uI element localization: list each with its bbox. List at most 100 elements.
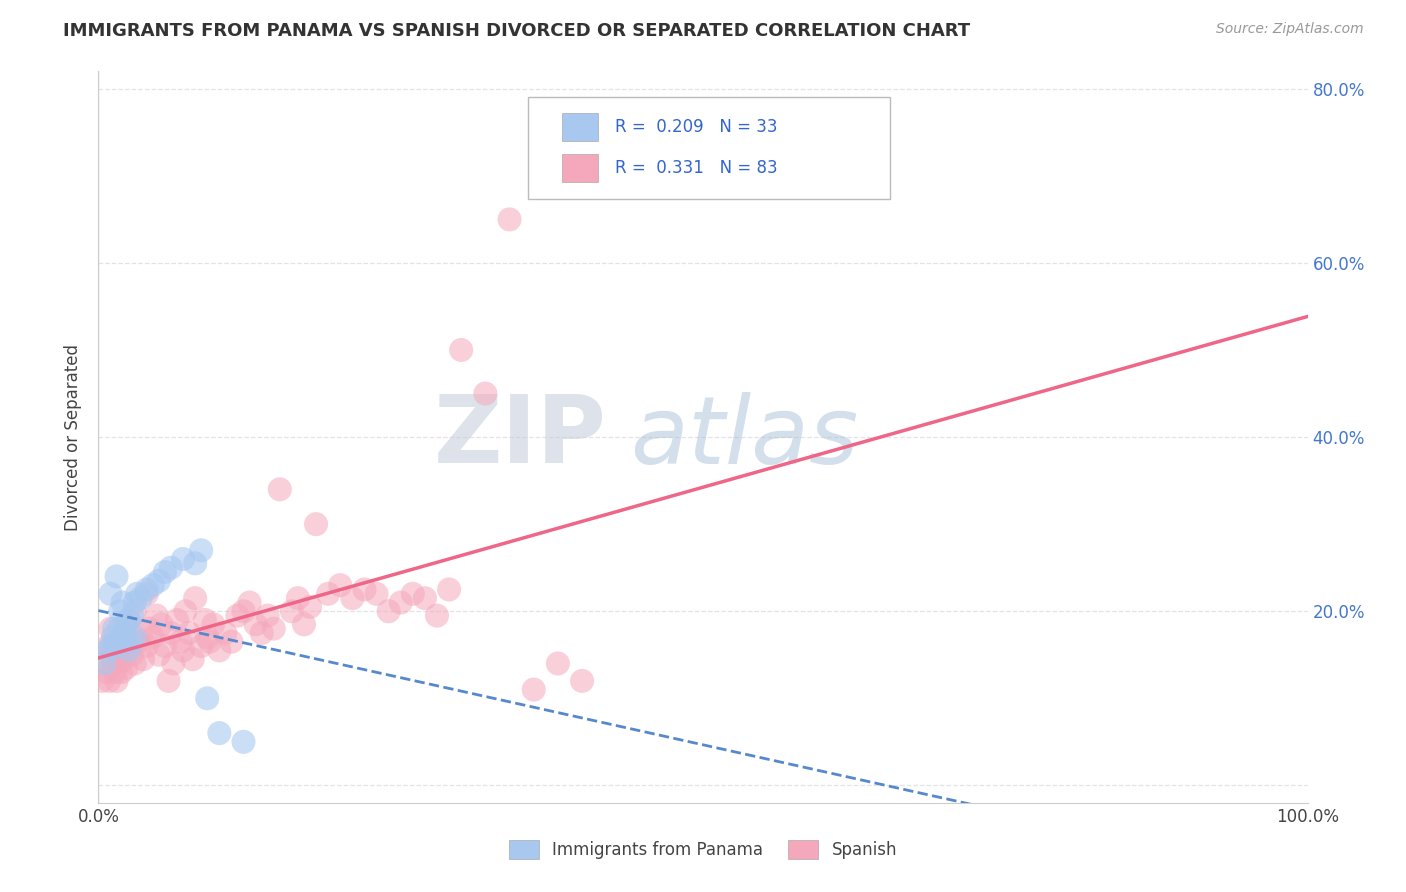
- Point: [232, 604, 254, 618]
- Point: [124, 631, 146, 645]
- Point: [281, 604, 304, 618]
- Point: [342, 591, 364, 606]
- Point: [104, 665, 127, 680]
- Point: [166, 613, 188, 627]
- Point: [250, 626, 273, 640]
- Point: [181, 652, 204, 666]
- Point: [299, 599, 322, 614]
- Point: [121, 648, 143, 662]
- Point: [111, 595, 134, 609]
- Point: [208, 643, 231, 657]
- Point: [120, 634, 142, 648]
- Point: [124, 657, 146, 671]
- Point: [100, 587, 122, 601]
- Point: [377, 604, 399, 618]
- Point: [195, 631, 218, 645]
- Point: [93, 657, 115, 671]
- Bar: [561, 113, 598, 141]
- Bar: [561, 153, 598, 181]
- Point: [111, 652, 134, 666]
- Point: [105, 639, 128, 653]
- Point: [142, 578, 165, 592]
- Point: [195, 691, 218, 706]
- Point: [107, 648, 129, 662]
- Point: [353, 582, 375, 597]
- Point: [157, 673, 180, 688]
- Text: Source: ZipAtlas.com: Source: ZipAtlas.com: [1216, 22, 1364, 37]
- Point: [124, 604, 146, 618]
- Point: [145, 608, 167, 623]
- Point: [135, 639, 157, 653]
- Point: [172, 552, 194, 566]
- Point: [269, 483, 291, 497]
- Point: [100, 648, 122, 662]
- Point: [474, 386, 496, 401]
- Point: [389, 595, 412, 609]
- Point: [190, 639, 212, 653]
- Point: [129, 626, 152, 640]
- Point: [184, 557, 207, 571]
- Point: [103, 622, 125, 636]
- Point: [498, 212, 520, 227]
- Point: [179, 626, 201, 640]
- Point: [110, 665, 132, 680]
- Point: [214, 626, 236, 640]
- Point: [450, 343, 472, 357]
- Point: [437, 582, 460, 597]
- Point: [97, 643, 120, 657]
- Point: [108, 657, 131, 671]
- Point: [101, 631, 124, 645]
- Point: [100, 622, 122, 636]
- Point: [523, 682, 546, 697]
- Point: [571, 673, 593, 688]
- Point: [329, 578, 352, 592]
- Point: [198, 634, 221, 648]
- Point: [263, 622, 285, 636]
- Point: [148, 574, 170, 588]
- Point: [100, 639, 122, 653]
- Point: [221, 634, 243, 648]
- Point: [547, 657, 569, 671]
- Point: [121, 608, 143, 623]
- Point: [232, 735, 254, 749]
- Point: [111, 631, 134, 645]
- Point: [153, 565, 176, 579]
- Point: [138, 622, 160, 636]
- Point: [239, 595, 262, 609]
- Text: atlas: atlas: [630, 392, 859, 483]
- Text: R =  0.331   N = 83: R = 0.331 N = 83: [614, 159, 778, 177]
- Point: [292, 617, 315, 632]
- Point: [150, 617, 173, 632]
- Point: [426, 608, 449, 623]
- Point: [366, 587, 388, 601]
- Point: [256, 608, 278, 623]
- Point: [103, 639, 125, 653]
- Point: [208, 726, 231, 740]
- Point: [153, 639, 176, 653]
- Point: [172, 643, 194, 657]
- Point: [127, 587, 149, 601]
- Point: [93, 657, 115, 671]
- Point: [127, 634, 149, 648]
- Point: [96, 665, 118, 680]
- Point: [142, 631, 165, 645]
- Point: [129, 591, 152, 606]
- Point: [226, 608, 249, 623]
- Text: IMMIGRANTS FROM PANAMA VS SPANISH DIVORCED OR SEPARATED CORRELATION CHART: IMMIGRANTS FROM PANAMA VS SPANISH DIVORC…: [63, 22, 970, 40]
- Point: [111, 626, 134, 640]
- Point: [108, 634, 131, 648]
- Point: [160, 626, 183, 640]
- Point: [245, 617, 267, 632]
- Point: [202, 617, 225, 632]
- Point: [108, 604, 131, 618]
- Point: [115, 661, 138, 675]
- Point: [97, 639, 120, 653]
- Point: [105, 569, 128, 583]
- Point: [114, 626, 136, 640]
- Point: [114, 617, 136, 632]
- Point: [124, 595, 146, 609]
- Point: [135, 587, 157, 601]
- Point: [305, 517, 328, 532]
- Point: [118, 613, 141, 627]
- Point: [118, 643, 141, 657]
